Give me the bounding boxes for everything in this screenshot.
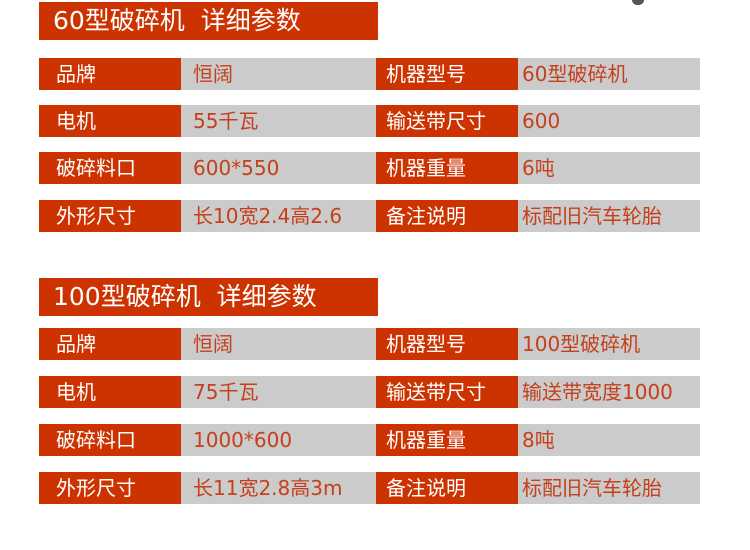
spec-row: 外形尺寸 长11宽2.8高3m 备注说明 标配旧汽车轮胎 bbox=[39, 472, 700, 504]
spec-label: 机器重量 bbox=[376, 152, 518, 184]
spec-label: 输送带尺寸 bbox=[376, 376, 518, 408]
spec-value: 1000*600 bbox=[181, 424, 376, 456]
spec-value: 600*550 bbox=[181, 152, 376, 184]
spec-value: 55千瓦 bbox=[181, 105, 376, 137]
spec-value: 标配旧汽车轮胎 bbox=[518, 200, 700, 232]
spec-label: 备注说明 bbox=[376, 200, 518, 232]
spec-row: 品牌 恒阔 机器型号 60型破碎机 bbox=[39, 58, 700, 90]
spec-row: 外形尺寸 长10宽2.4高2.6 备注说明 标配旧汽车轮胎 bbox=[39, 200, 700, 232]
section-title-60: 60型破碎机 详细参数 bbox=[39, 2, 378, 40]
spec-row: 破碎料口 600*550 机器重量 6吨 bbox=[39, 152, 700, 184]
spec-row: 品牌 恒阔 机器型号 100型破碎机 bbox=[39, 328, 700, 360]
spec-value: 6吨 bbox=[518, 152, 700, 184]
spec-value: 恒阔 bbox=[181, 58, 376, 90]
spec-label: 破碎料口 bbox=[39, 424, 181, 456]
spec-row: 电机 75千瓦 输送带尺寸 输送带宽度1000 bbox=[39, 376, 700, 408]
spec-value: 输送带宽度1000 bbox=[518, 376, 700, 408]
spec-label: 机器重量 bbox=[376, 424, 518, 456]
spec-value: 长11宽2.8高3m bbox=[181, 472, 376, 504]
spec-row: 电机 55千瓦 输送带尺寸 600 bbox=[39, 105, 700, 137]
spec-label: 品牌 bbox=[39, 328, 181, 360]
spec-label: 机器型号 bbox=[376, 328, 518, 360]
spec-value: 600 bbox=[518, 105, 700, 137]
spec-value: 长10宽2.4高2.6 bbox=[181, 200, 376, 232]
spec-label: 外形尺寸 bbox=[39, 200, 181, 232]
spec-label: 机器型号 bbox=[376, 58, 518, 90]
spec-row: 破碎料口 1000*600 机器重量 8吨 bbox=[39, 424, 700, 456]
spec-label: 输送带尺寸 bbox=[376, 105, 518, 137]
spec-value: 标配旧汽车轮胎 bbox=[518, 472, 700, 504]
spec-value: 60型破碎机 bbox=[518, 58, 700, 90]
spec-value: 8吨 bbox=[518, 424, 700, 456]
spec-value: 75千瓦 bbox=[181, 376, 376, 408]
spec-label: 电机 bbox=[39, 105, 181, 137]
section-title-100: 100型破碎机 详细参数 bbox=[39, 278, 378, 316]
spec-value: 100型破碎机 bbox=[518, 328, 700, 360]
spec-value: 恒阔 bbox=[181, 328, 376, 360]
spec-label: 破碎料口 bbox=[39, 152, 181, 184]
spec-label: 品牌 bbox=[39, 58, 181, 90]
spec-label: 外形尺寸 bbox=[39, 472, 181, 504]
spec-label: 电机 bbox=[39, 376, 181, 408]
spec-label: 备注说明 bbox=[376, 472, 518, 504]
decorative-mark bbox=[632, 0, 644, 5]
